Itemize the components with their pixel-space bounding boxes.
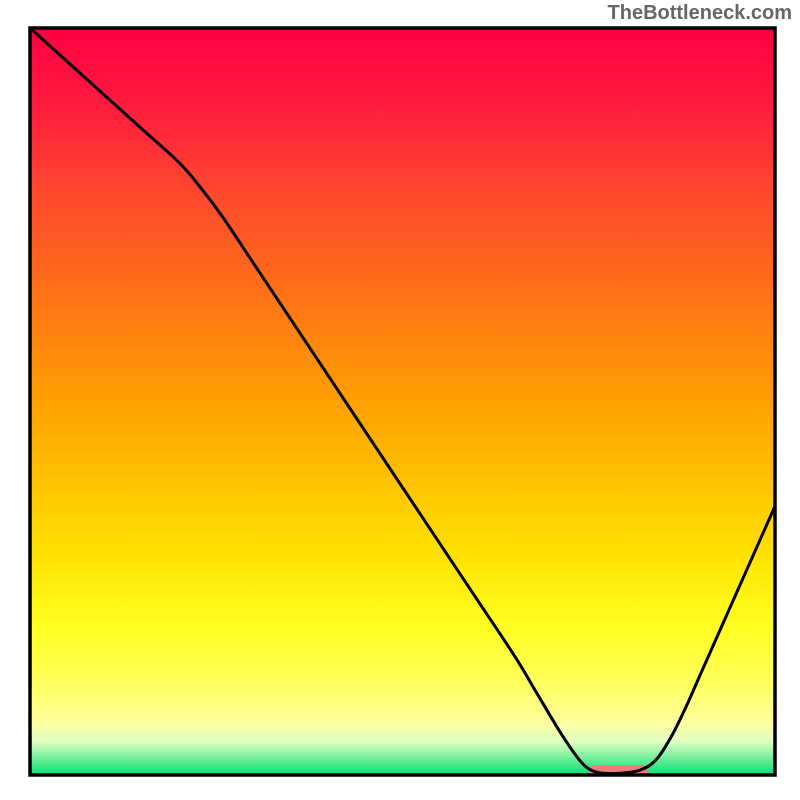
bottleneck-chart bbox=[0, 0, 800, 800]
watermark-text: TheBottleneck.com bbox=[608, 2, 792, 25]
chart-background bbox=[30, 28, 775, 775]
chart-container: TheBottleneck.com bbox=[0, 0, 800, 800]
